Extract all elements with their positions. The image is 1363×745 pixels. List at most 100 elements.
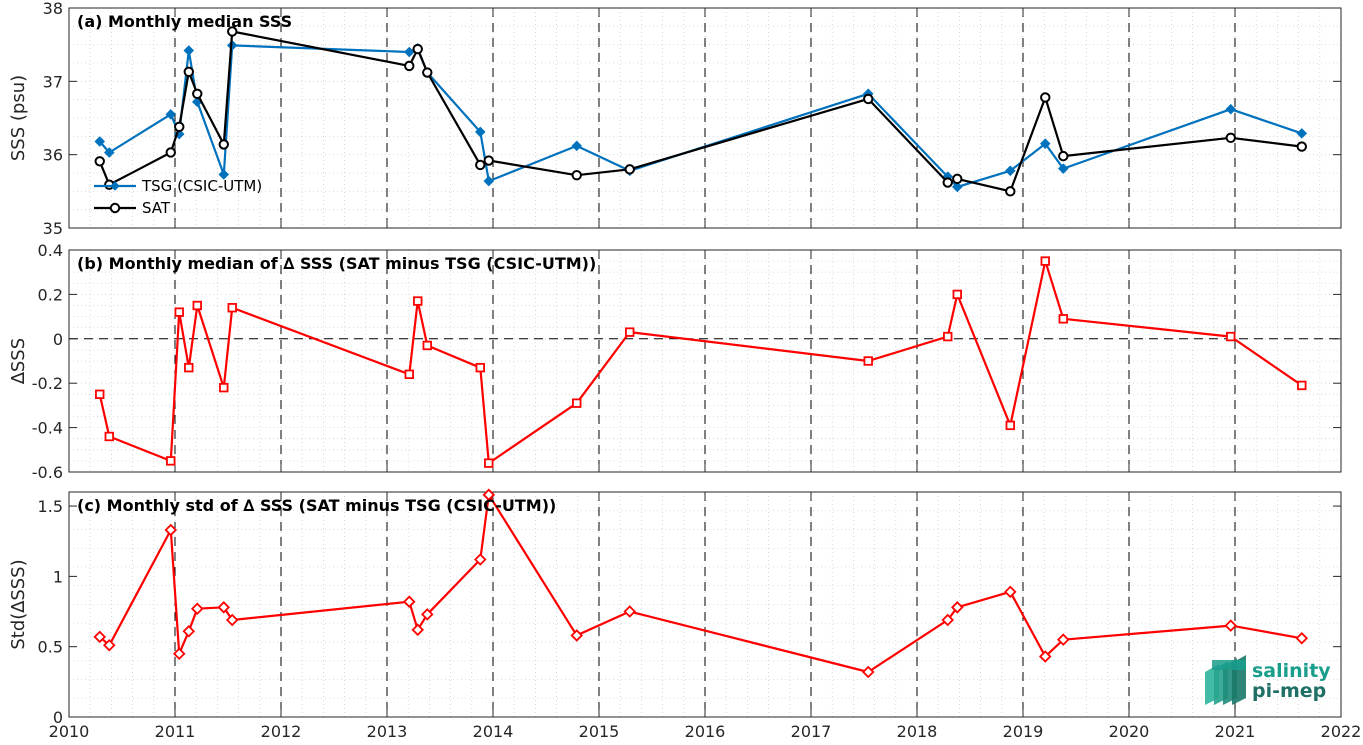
data-point <box>174 307 184 317</box>
data-point <box>404 369 414 380</box>
legend-marker <box>109 202 121 214</box>
data-point <box>227 26 238 37</box>
data-point <box>172 647 186 660</box>
data-point <box>1040 256 1050 266</box>
data-point <box>94 136 106 147</box>
panel-b: -0.6 -0.4 -0.2 0 0.2 0.4 ∆SSS (b) Monthly media… <box>8 241 1342 482</box>
y-tick-label: 38 <box>43 0 63 18</box>
y-tick-label: 37 <box>43 72 63 91</box>
data-point <box>219 382 229 393</box>
data-point <box>103 639 116 652</box>
data-point <box>942 177 953 188</box>
data-point <box>952 173 963 185</box>
data-point <box>861 665 875 679</box>
data-point <box>413 296 423 306</box>
x-tick-label: 2020 <box>1109 722 1150 741</box>
data-point <box>570 629 584 642</box>
data-point <box>863 356 873 366</box>
data-point <box>952 181 963 193</box>
data-point <box>184 362 194 373</box>
data-point <box>182 624 196 638</box>
data-point <box>951 601 964 614</box>
data-point <box>1040 92 1051 103</box>
logo-band <box>1212 660 1246 670</box>
data-point <box>104 147 115 158</box>
logo-text-pimep: pi-mep <box>1252 680 1326 702</box>
data-point <box>863 93 874 105</box>
data-point <box>165 147 176 158</box>
data-point <box>475 126 486 138</box>
data-point <box>571 170 582 181</box>
y-tick-label: 35 <box>43 219 63 238</box>
legend-label: TSG (CSIC-UTM) <box>141 177 262 195</box>
logo-text-salinity: salinity <box>1252 660 1331 682</box>
x-tick-label: 2011 <box>155 722 196 741</box>
y-tick-label: 36 <box>43 146 63 165</box>
data-point <box>571 140 583 152</box>
data-point <box>943 331 953 342</box>
y-tick-label: -0.4 <box>32 419 63 438</box>
data-point <box>1296 128 1308 139</box>
y-tick-label: 1 <box>53 567 63 586</box>
data-point <box>625 327 635 337</box>
data-point <box>941 613 955 627</box>
x-tick-label: 2014 <box>473 722 514 741</box>
data-point <box>411 623 425 637</box>
data-point <box>624 164 635 175</box>
data-point <box>165 109 177 120</box>
data-point <box>183 45 195 56</box>
data-point <box>475 362 485 373</box>
y-tick-label: -0.2 <box>32 374 63 393</box>
year-lines <box>174 8 1236 228</box>
data-point <box>572 398 582 408</box>
y-tick-label: -0.6 <box>32 463 63 482</box>
series-sat <box>94 26 1307 197</box>
data-point <box>421 608 434 621</box>
data-point <box>483 175 495 187</box>
data-point <box>218 169 230 180</box>
data-point <box>422 67 433 78</box>
data-point <box>95 389 105 399</box>
data-point <box>1038 650 1052 663</box>
x-tick-label: 2021 <box>1215 722 1256 741</box>
y-axis-label: SSS (psu) <box>8 75 29 161</box>
y-tick-label: 0.4 <box>38 241 63 260</box>
legend-label: SAT <box>142 199 171 217</box>
panel-a: 35 36 37 38 SSS (psu) (a) Monthly median SSS T… <box>8 0 1342 238</box>
data-point <box>483 155 494 166</box>
data-point <box>1057 633 1070 646</box>
x-tick-label: 2022 <box>1321 722 1362 741</box>
data-point <box>164 523 178 537</box>
data-point <box>1005 186 1016 197</box>
x-tick-label: 2018 <box>897 722 938 741</box>
data-point <box>1226 331 1236 342</box>
data-point <box>1039 138 1051 149</box>
data-point <box>1058 314 1068 324</box>
data-point <box>1005 420 1015 431</box>
series-c-0 <box>93 488 1309 679</box>
data-point <box>412 43 423 55</box>
data-point <box>1297 380 1307 391</box>
data-point <box>952 289 962 300</box>
x-tick-label: 2017 <box>791 722 832 741</box>
data-point <box>482 488 496 502</box>
y-tick-label: 0.5 <box>38 638 63 657</box>
data-point <box>404 60 415 72</box>
data-point <box>623 605 637 618</box>
data-point <box>1295 631 1309 645</box>
x-tick-label: 2013 <box>367 722 408 741</box>
data-point <box>475 159 486 171</box>
data-point <box>1005 165 1016 177</box>
panel-title: (a) Monthly median SSS <box>77 12 292 31</box>
data-point <box>217 601 231 614</box>
y-tick-label: 0 <box>53 708 63 727</box>
x-tick-label: 2015 <box>579 722 620 741</box>
y-tick-label: 1.5 <box>38 497 63 516</box>
legend: TSG (CSIC-UTM) SAT <box>94 177 262 217</box>
data-point <box>225 613 239 627</box>
y-tick-label: 0 <box>53 330 63 349</box>
panel-title: (c) Monthly std of ∆ SSS (SAT minus TSG … <box>77 496 556 515</box>
data-point <box>183 66 194 78</box>
data-point <box>1058 150 1069 162</box>
data-point <box>1224 619 1238 632</box>
